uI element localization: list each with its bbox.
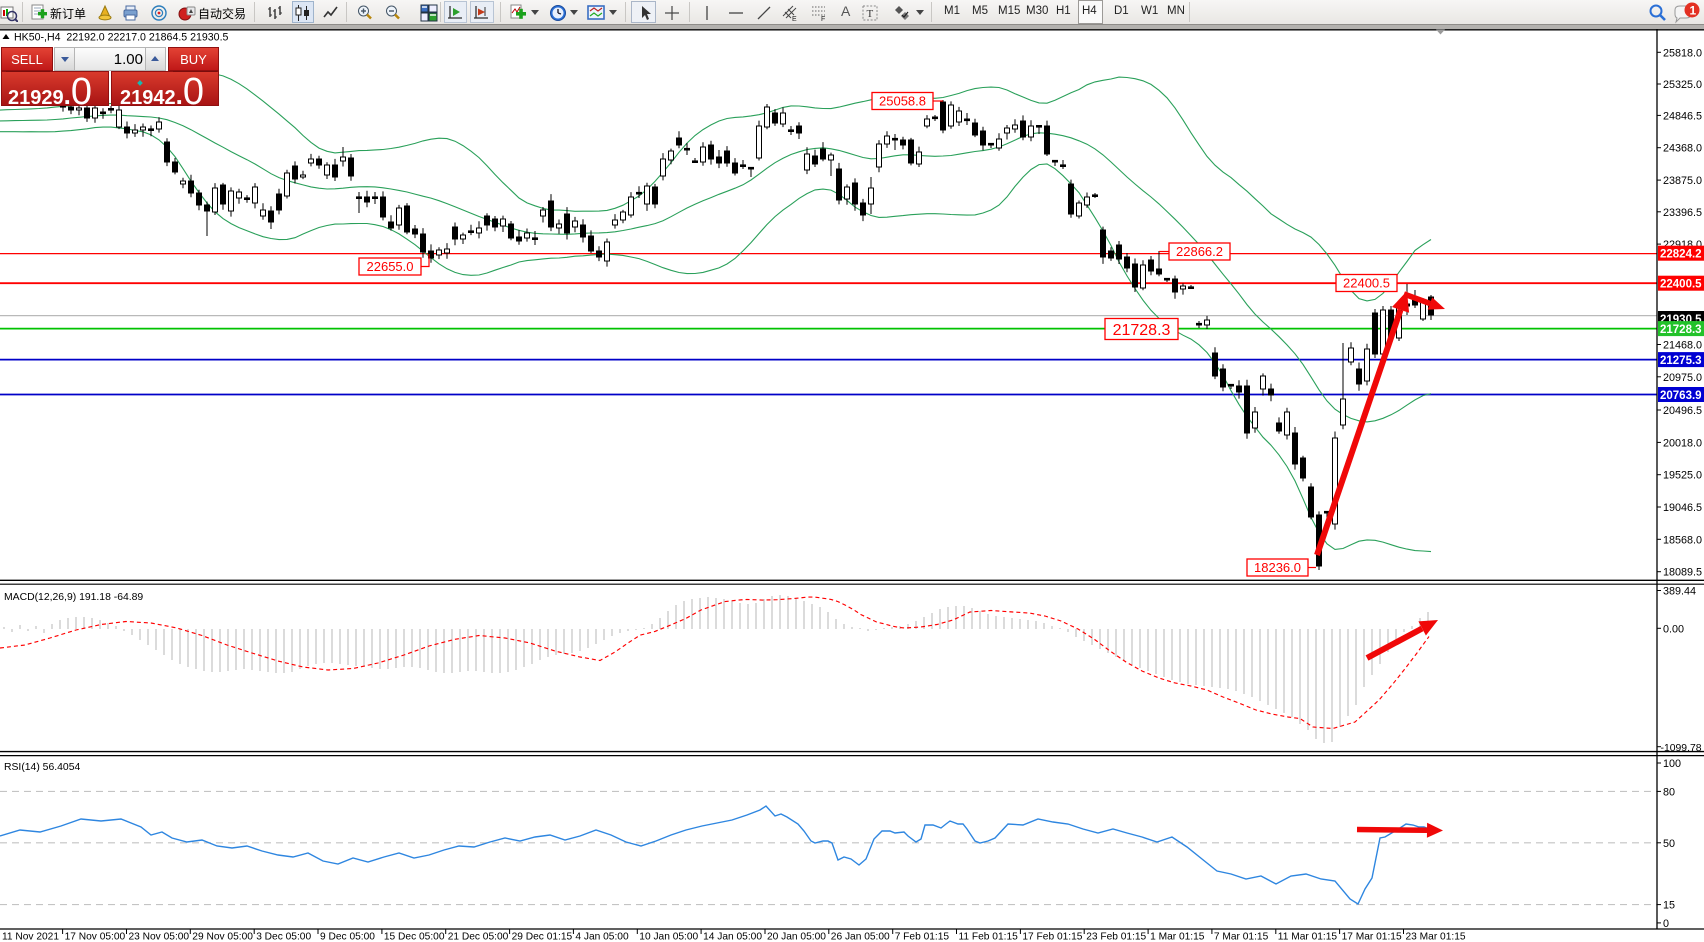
svg-text:4 Jan 05:00: 4 Jan 05:00: [575, 932, 629, 942]
svg-text:80: 80: [1663, 786, 1675, 798]
svg-text:20 Jan 05:00: 20 Jan 05:00: [767, 932, 826, 942]
svg-text:-1099.78: -1099.78: [1661, 743, 1702, 754]
svg-text:25818.0: 25818.0: [1663, 47, 1702, 59]
svg-text:F: F: [821, 16, 825, 22]
svg-text:7 Feb 01:15: 7 Feb 01:15: [895, 932, 950, 942]
svg-text:100: 100: [1663, 758, 1681, 770]
svg-text:0.00: 0.00: [1663, 624, 1684, 636]
svg-text:11 Mar 01:15: 11 Mar 01:15: [1278, 932, 1338, 942]
svg-text:18568.0: 18568.0: [1663, 534, 1702, 546]
svg-text:20763.9: 20763.9: [1660, 390, 1702, 402]
svg-text:0: 0: [1663, 918, 1669, 930]
svg-text:17 Feb 01:15: 17 Feb 01:15: [1022, 932, 1082, 942]
svg-text:11 Nov 2021: 11 Nov 2021: [2, 932, 59, 942]
svg-text:22400.5: 22400.5: [1343, 276, 1390, 291]
svg-text:20018.0: 20018.0: [1663, 437, 1702, 449]
svg-text:23875.0: 23875.0: [1663, 175, 1702, 187]
svg-text:29 Dec 01:15: 29 Dec 01:15: [512, 932, 573, 942]
svg-text:23 Feb 01:15: 23 Feb 01:15: [1086, 932, 1146, 942]
svg-text:24368.0: 24368.0: [1663, 143, 1702, 155]
svg-text:10 Jan 05:00: 10 Jan 05:00: [639, 932, 698, 942]
svg-text:14 Jan 05:00: 14 Jan 05:00: [703, 932, 762, 942]
svg-text:21728.3: 21728.3: [1660, 324, 1702, 336]
svg-text:21275.3: 21275.3: [1660, 355, 1702, 367]
svg-text:1: 1: [1690, 4, 1697, 18]
svg-text:E: E: [792, 16, 797, 22]
svg-text:7 Mar 01:15: 7 Mar 01:15: [1214, 932, 1269, 942]
svg-text:T: T: [867, 8, 874, 20]
svg-text:11 Feb 01:15: 11 Feb 01:15: [959, 932, 1019, 942]
svg-text:15: 15: [1663, 900, 1675, 912]
svg-text:23 Mar 01:15: 23 Mar 01:15: [1406, 932, 1466, 942]
svg-text:21 Dec 05:00: 21 Dec 05:00: [448, 932, 509, 942]
svg-text:1 Mar 01:15: 1 Mar 01:15: [1150, 932, 1205, 942]
svg-text:26 Jan 05:00: 26 Jan 05:00: [831, 932, 890, 942]
svg-text:22824.2: 22824.2: [1660, 249, 1702, 261]
svg-text:22400.5: 22400.5: [1660, 279, 1702, 291]
svg-text:18089.5: 18089.5: [1663, 567, 1702, 579]
svg-text:21728.3: 21728.3: [1113, 322, 1171, 339]
svg-text:22866.2: 22866.2: [1176, 244, 1223, 259]
svg-text:19046.5: 19046.5: [1663, 502, 1702, 514]
svg-text:22655.0: 22655.0: [367, 259, 414, 274]
svg-text:25325.0: 25325.0: [1663, 79, 1702, 91]
svg-text:389.44: 389.44: [1663, 586, 1696, 598]
svg-text:RSI(14) 56.4054: RSI(14) 56.4054: [4, 762, 80, 773]
svg-text:20975.0: 20975.0: [1663, 372, 1702, 384]
svg-text:19525.0: 19525.0: [1663, 470, 1702, 482]
svg-text:3 Dec 05:00: 3 Dec 05:00: [256, 932, 311, 942]
svg-text:24846.5: 24846.5: [1663, 110, 1702, 122]
svg-text:17 Nov 05:00: 17 Nov 05:00: [65, 932, 126, 942]
svg-text:20496.5: 20496.5: [1663, 405, 1702, 417]
svg-text:15 Dec 05:00: 15 Dec 05:00: [384, 932, 445, 942]
svg-text:25058.8: 25058.8: [879, 94, 926, 109]
svg-text:MACD(12,26,9) 191.18 -64.89: MACD(12,26,9) 191.18 -64.89: [4, 592, 143, 603]
svg-text:18236.0: 18236.0: [1254, 560, 1301, 575]
svg-text:9 Dec 05:00: 9 Dec 05:00: [320, 932, 375, 942]
svg-text:29 Nov 05:00: 29 Nov 05:00: [192, 932, 253, 942]
svg-text:23 Nov 05:00: 23 Nov 05:00: [129, 932, 190, 942]
svg-text:17 Mar 01:15: 17 Mar 01:15: [1342, 932, 1402, 942]
svg-text:HK50-,H4 22192.0 22217.0 2186: HK50-,H4 22192.0 22217.0 21864.5 21930.5: [14, 32, 229, 44]
svg-text:50: 50: [1663, 838, 1675, 850]
svg-text:21468.0: 21468.0: [1663, 340, 1702, 352]
svg-text:23396.5: 23396.5: [1663, 207, 1702, 219]
